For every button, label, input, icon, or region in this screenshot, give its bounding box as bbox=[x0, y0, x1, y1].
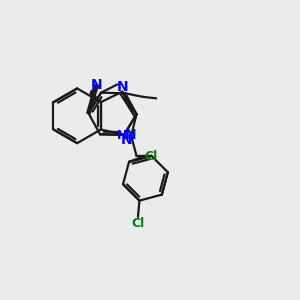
Text: H: H bbox=[116, 129, 127, 142]
Text: N: N bbox=[121, 133, 133, 147]
Text: Cl: Cl bbox=[144, 150, 158, 163]
Text: N: N bbox=[125, 128, 136, 142]
Text: C: C bbox=[89, 88, 98, 101]
Text: N: N bbox=[91, 78, 103, 92]
Text: Cl: Cl bbox=[131, 217, 145, 230]
Text: N: N bbox=[116, 80, 128, 94]
